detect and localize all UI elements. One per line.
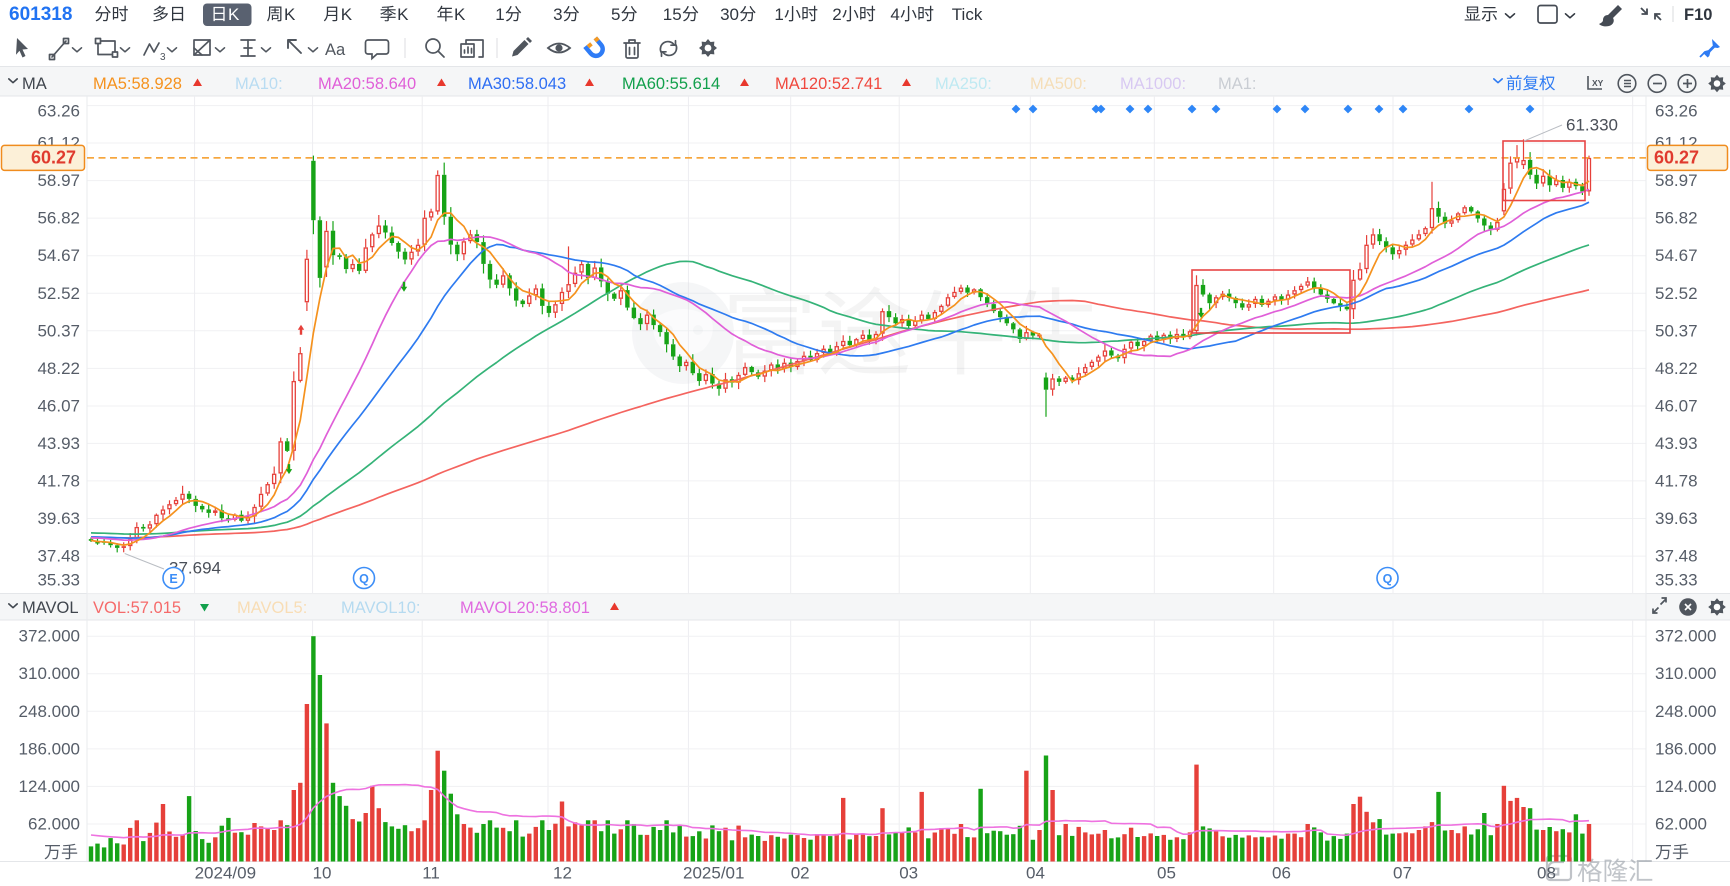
svg-text:MAVOL10:: MAVOL10: bbox=[341, 599, 420, 617]
svg-text:56.82: 56.82 bbox=[37, 209, 80, 228]
svg-text:62.000: 62.000 bbox=[1655, 815, 1707, 834]
svg-text:MA1000:: MA1000: bbox=[1120, 75, 1186, 93]
svg-text:MAVOL20:58.801: MAVOL20:58.801 bbox=[460, 599, 590, 617]
svg-text:54.67: 54.67 bbox=[37, 246, 80, 265]
svg-text:06: 06 bbox=[1272, 864, 1291, 883]
svg-text:2025/01: 2025/01 bbox=[683, 864, 744, 883]
svg-text:52.52: 52.52 bbox=[1655, 284, 1698, 303]
svg-text:39.63: 39.63 bbox=[1655, 509, 1698, 528]
svg-text:2024/09: 2024/09 bbox=[195, 864, 256, 883]
svg-text:MA1:: MA1: bbox=[1218, 75, 1257, 93]
svg-text:MAVOL: MAVOL bbox=[22, 599, 79, 617]
svg-text:601318: 601318 bbox=[9, 4, 72, 25]
svg-text:MA120:52.741: MA120:52.741 bbox=[775, 75, 882, 93]
svg-text:K: K bbox=[454, 5, 466, 24]
svg-text:10: 10 bbox=[313, 864, 332, 883]
svg-text:1: 1 bbox=[495, 5, 504, 24]
svg-text:39.63: 39.63 bbox=[37, 509, 80, 528]
svg-text:310.000: 310.000 bbox=[19, 664, 80, 683]
svg-text:Tick: Tick bbox=[952, 5, 983, 24]
svg-text:MA: MA bbox=[22, 75, 47, 93]
svg-text:12: 12 bbox=[553, 864, 572, 883]
svg-text:1: 1 bbox=[774, 5, 783, 24]
svg-text:5: 5 bbox=[611, 5, 620, 24]
svg-text:35.33: 35.33 bbox=[37, 571, 80, 590]
svg-text:37.48: 37.48 bbox=[37, 547, 80, 566]
svg-text:60.27: 60.27 bbox=[1654, 147, 1699, 167]
svg-text:248.000: 248.000 bbox=[19, 702, 80, 721]
svg-text:48.22: 48.22 bbox=[1655, 359, 1698, 378]
svg-text:186.000: 186.000 bbox=[1655, 739, 1716, 758]
svg-text:48.22: 48.22 bbox=[37, 359, 80, 378]
svg-text:43.93: 43.93 bbox=[37, 434, 80, 453]
svg-text:XY: XY bbox=[1592, 78, 1604, 88]
svg-text:50.37: 50.37 bbox=[1655, 321, 1698, 340]
svg-text:63.26: 63.26 bbox=[37, 102, 80, 121]
svg-text:56.82: 56.82 bbox=[1655, 209, 1698, 228]
svg-text:248.000: 248.000 bbox=[1655, 702, 1716, 721]
svg-text:Q: Q bbox=[1383, 572, 1393, 586]
svg-text:62.000: 62.000 bbox=[28, 815, 80, 834]
svg-text:15: 15 bbox=[663, 5, 682, 24]
svg-text:61.330: 61.330 bbox=[1566, 116, 1618, 135]
svg-text:MA500:: MA500: bbox=[1030, 75, 1087, 93]
svg-text:35.33: 35.33 bbox=[1655, 571, 1698, 590]
svg-text:K: K bbox=[397, 5, 409, 24]
svg-text:41.78: 41.78 bbox=[1655, 471, 1698, 490]
svg-text:58.97: 58.97 bbox=[1655, 171, 1698, 190]
svg-text:MAVOL5:: MAVOL5: bbox=[237, 599, 307, 617]
svg-text:07: 07 bbox=[1393, 864, 1412, 883]
svg-text:MA20:58.640: MA20:58.640 bbox=[318, 75, 416, 93]
svg-text:K: K bbox=[284, 5, 296, 24]
svg-text:50.37: 50.37 bbox=[37, 321, 80, 340]
svg-text:MA10:: MA10: bbox=[235, 75, 283, 93]
svg-text:04: 04 bbox=[1026, 864, 1045, 883]
svg-text:54.67: 54.67 bbox=[1655, 246, 1698, 265]
svg-text:E: E bbox=[169, 572, 177, 586]
svg-text:372.000: 372.000 bbox=[19, 627, 80, 646]
svg-text:37.48: 37.48 bbox=[1655, 547, 1698, 566]
svg-text:MA250:: MA250: bbox=[935, 75, 992, 93]
svg-text:30: 30 bbox=[720, 5, 739, 24]
svg-text:4: 4 bbox=[890, 5, 899, 24]
svg-text:43.93: 43.93 bbox=[1655, 434, 1698, 453]
svg-text:124.000: 124.000 bbox=[1655, 777, 1716, 796]
svg-text:05: 05 bbox=[1157, 864, 1176, 883]
svg-text:K: K bbox=[228, 5, 240, 24]
svg-text:46.07: 46.07 bbox=[1655, 397, 1698, 416]
svg-text:52.52: 52.52 bbox=[37, 284, 80, 303]
svg-text:Q: Q bbox=[359, 572, 369, 586]
svg-text:Aa: Aa bbox=[325, 41, 346, 59]
svg-text:310.000: 310.000 bbox=[1655, 664, 1716, 683]
svg-text:VOL:57.015: VOL:57.015 bbox=[93, 599, 181, 617]
svg-text:02: 02 bbox=[791, 864, 810, 883]
svg-text:08: 08 bbox=[1537, 864, 1556, 883]
svg-text:186.000: 186.000 bbox=[19, 739, 80, 758]
svg-text:3: 3 bbox=[160, 52, 166, 63]
svg-text:MA30:58.043: MA30:58.043 bbox=[468, 75, 566, 93]
svg-text:63.26: 63.26 bbox=[1655, 102, 1698, 121]
svg-text:124.000: 124.000 bbox=[19, 777, 80, 796]
svg-text:372.000: 372.000 bbox=[1655, 627, 1716, 646]
svg-text:MA60:55.614: MA60:55.614 bbox=[622, 75, 720, 93]
svg-text:2: 2 bbox=[832, 5, 841, 24]
svg-text:3: 3 bbox=[553, 5, 562, 24]
svg-text:46.07: 46.07 bbox=[37, 397, 80, 416]
svg-text:K: K bbox=[341, 5, 353, 24]
svg-text:11: 11 bbox=[422, 864, 440, 883]
svg-text:60.27: 60.27 bbox=[31, 147, 76, 167]
svg-text:MA5:58.928: MA5:58.928 bbox=[93, 75, 182, 93]
svg-text:58.97: 58.97 bbox=[37, 171, 80, 190]
svg-text:41.78: 41.78 bbox=[37, 471, 80, 490]
svg-text:F10: F10 bbox=[1684, 6, 1712, 24]
svg-text:03: 03 bbox=[899, 864, 918, 883]
